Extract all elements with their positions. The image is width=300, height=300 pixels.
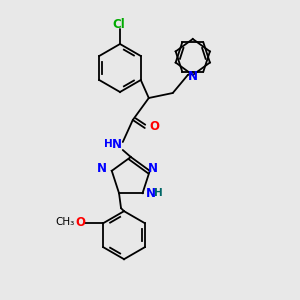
Text: N: N — [188, 70, 198, 83]
Text: N: N — [146, 187, 155, 200]
Text: N: N — [148, 162, 158, 175]
Text: H: H — [104, 139, 113, 149]
Text: CH₃: CH₃ — [56, 217, 75, 227]
Text: Cl: Cl — [112, 17, 125, 31]
Text: O: O — [150, 121, 160, 134]
Text: H: H — [154, 188, 162, 198]
Text: N: N — [112, 137, 122, 151]
Text: O: O — [75, 216, 85, 229]
Text: N: N — [97, 162, 107, 175]
